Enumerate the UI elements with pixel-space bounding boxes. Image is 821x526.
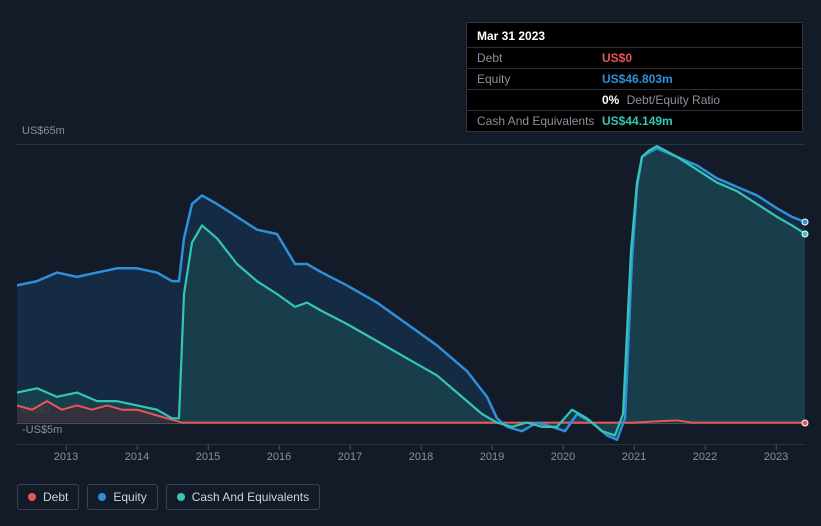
chart-tooltip: Mar 31 2023 DebtUS$0EquityUS$46.803m0% D… [466,22,803,132]
legend-label: Equity [113,490,146,504]
x-tick: 2018 [409,451,433,463]
legend-item-debt[interactable]: Debt [17,484,79,510]
tooltip-label: Debt [477,51,602,65]
tooltip-row: Cash And EquivalentsUS$44.149m [467,110,802,131]
legend-item-equity[interactable]: Equity [87,484,157,510]
x-tick: 2020 [551,451,575,463]
x-tick: 2015 [196,451,220,463]
cash-end-marker [802,230,809,237]
tooltip-value: US$44.149m [602,114,673,128]
tooltip-label: Equity [477,72,602,86]
legend-label: Debt [43,490,68,504]
x-tick: 2017 [338,451,362,463]
legend-dot [98,493,106,501]
tooltip-label: Cash And Equivalents [477,114,602,128]
tooltip-value: US$0 [602,51,632,65]
tooltip-value: 0% Debt/Equity Ratio [602,93,720,107]
x-tick: 2023 [764,451,788,463]
tooltip-row: DebtUS$0 [467,47,802,68]
financials-chart: US$65m US$0 -US$5m 201320142015201620172… [17,122,805,502]
legend-label: Cash And Equivalents [192,490,309,504]
plot-region[interactable] [17,144,805,444]
tooltip-value: US$46.803m [602,72,673,86]
legend-dot [28,493,36,501]
equity-end-marker [802,219,809,226]
x-tick: 2014 [125,451,149,463]
x-tick: 2022 [693,451,717,463]
x-tick: 2016 [267,451,291,463]
debt-end-marker [802,419,809,426]
x-tick: 2021 [622,451,646,463]
chart-legend: Debt Equity Cash And Equivalents [17,484,320,510]
legend-item-cash-and-equivalents[interactable]: Cash And Equivalents [166,484,320,510]
x-tick: 2019 [480,451,504,463]
x-tick: 2013 [54,451,78,463]
x-axis: 2013 2014 2015 2016 2017 2018 2019 2020 2021 2022… [17,447,805,469]
tooltip-label [477,93,602,107]
legend-dot [177,493,185,501]
y-axis-max-label: US$65m [22,125,65,137]
tooltip-date: Mar 31 2023 [467,23,802,47]
tooltip-row: EquityUS$46.803m [467,68,802,89]
tooltip-row: 0% Debt/Equity Ratio [467,89,802,110]
